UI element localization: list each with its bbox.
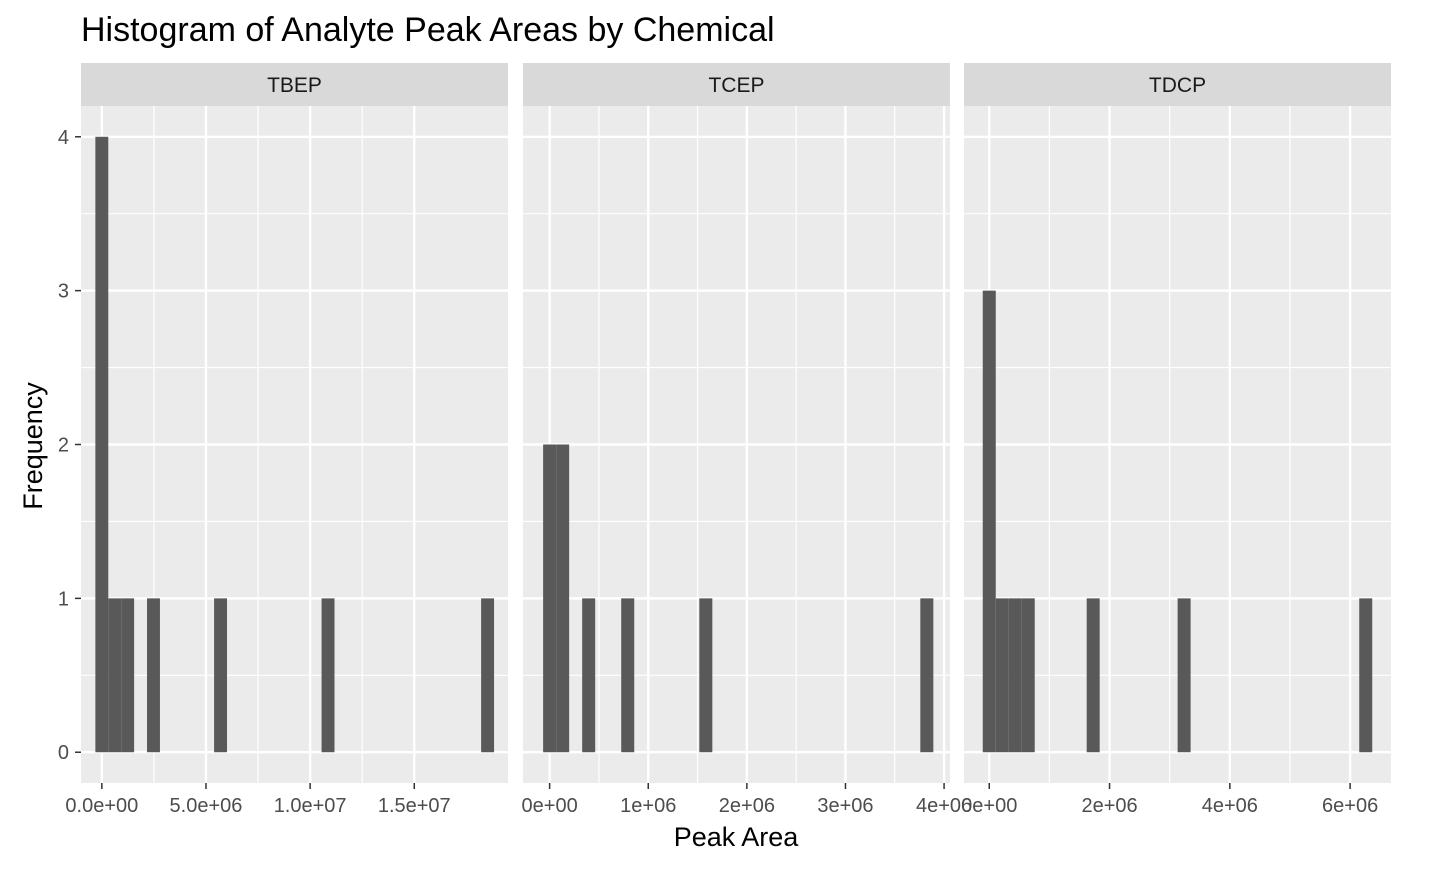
x-tick-label: 4e+06: [916, 795, 972, 817]
facet-tbep: TBEP 0.0e+00 5.0e+06 1.0e+07 1.5e+07: [65, 63, 508, 817]
histogram-bar: [621, 598, 635, 753]
x-tick-label: 0e+00: [522, 795, 578, 817]
histogram-bar: [556, 444, 570, 753]
x-tick-label: 6e+06: [1322, 795, 1378, 817]
y-axis-title: Frequency: [18, 382, 48, 510]
x-tick-label: 3e+06: [817, 795, 873, 817]
x-tick-label: 0e+00: [961, 795, 1017, 817]
histogram-bar: [95, 136, 109, 753]
histogram-bar: [214, 598, 228, 753]
facet-strip-label: TCEP: [708, 74, 764, 97]
chart-title: Histogram of Analyte Peak Areas by Chemi…: [81, 11, 775, 49]
y-axis: 0 1 2 3 4: [58, 127, 81, 764]
histogram-bar: [1021, 598, 1035, 753]
facet-strip: [964, 63, 1391, 106]
histogram-bar: [108, 598, 122, 753]
histogram-bar: [1008, 598, 1022, 753]
histogram-bar: [1086, 598, 1100, 753]
facet-strip: [523, 63, 950, 106]
y-tick-label: 0: [58, 742, 69, 764]
x-tick-label: 4e+06: [1202, 795, 1258, 817]
x-axis-title: Peak Area: [674, 822, 800, 852]
facet-tcep: TCEP 0e+00 1e+06 2e+06 3e+06 4e+06: [522, 63, 972, 817]
histogram-bar: [121, 598, 135, 753]
facet-tdcp: TDCP 0e+00 2e+06 4e+06 6e+06: [961, 63, 1391, 817]
histogram-bar: [982, 290, 996, 753]
histogram-bar: [1177, 598, 1191, 753]
histogram-bar: [481, 598, 495, 753]
facet-strip-label: TBEP: [267, 74, 322, 97]
y-tick-label: 4: [58, 127, 69, 149]
histogram-bar: [995, 598, 1009, 753]
y-tick-label: 2: [58, 435, 69, 457]
x-tick-label: 0.0e+00: [65, 795, 138, 817]
facet-strip: [81, 63, 508, 106]
x-tick-label: 1.5e+07: [378, 795, 451, 817]
histogram-bar: [1359, 598, 1373, 753]
x-tick-label: 2e+06: [719, 795, 775, 817]
facet-strip-label: TDCP: [1149, 74, 1206, 97]
x-tick-label: 5.0e+06: [170, 795, 243, 817]
x-tick-label: 1.0e+07: [274, 795, 347, 817]
histogram-bar: [920, 598, 934, 753]
facet-panels: TBEP 0.0e+00 5.0e+06 1.0e+07 1.5e+07 TCEP 0e+0…: [65, 63, 1391, 817]
x-tick-label: 2e+06: [1081, 795, 1137, 817]
histogram-bar: [147, 598, 160, 753]
x-tick-label: 1e+06: [620, 795, 676, 817]
y-tick-label: 1: [58, 588, 69, 610]
histogram-bar: [321, 598, 335, 753]
histogram-bar: [699, 598, 713, 753]
y-tick-label: 3: [58, 281, 69, 303]
histogram-bar: [582, 598, 596, 753]
histogram-bar: [543, 444, 557, 753]
